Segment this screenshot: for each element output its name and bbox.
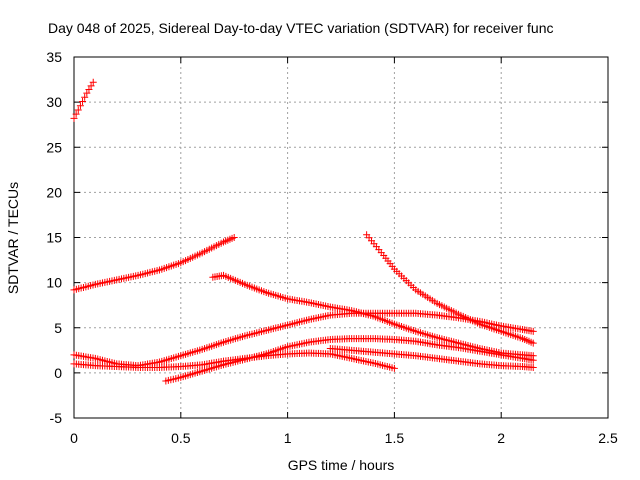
data-point [70, 114, 78, 122]
data-point [529, 327, 537, 335]
grid [74, 57, 608, 418]
y-tick-label: 10 [46, 275, 62, 291]
chart-title: Day 048 of 2025, Sidereal Day-to-day VTE… [48, 20, 554, 36]
x-tick-label: 1.5 [385, 430, 405, 446]
x-tick-labels: 0 0.5 1 1.5 2 2.5 [70, 430, 618, 446]
x-tick-label: 2.5 [598, 430, 618, 446]
data-point [76, 102, 84, 110]
data-point [79, 98, 87, 106]
series-group [70, 78, 537, 385]
series-arc-8 [326, 345, 537, 371]
data-point [85, 85, 93, 93]
data-point [529, 356, 537, 364]
x-axis-label: GPS time / hours [288, 457, 395, 473]
x-tick-label: 0.5 [171, 430, 191, 446]
series-arc-2 [70, 234, 238, 294]
x-tick-label: 2 [497, 430, 505, 446]
data-point [529, 363, 537, 371]
y-tick-labels: -5 0 5 10 15 20 25 30 35 [46, 49, 62, 426]
y-tick-label: 20 [46, 184, 62, 200]
series-arc-7 [162, 335, 537, 385]
series-arc-1 [70, 78, 97, 122]
data-point [83, 89, 91, 97]
data-point [89, 78, 97, 86]
y-tick-label: 5 [54, 320, 62, 336]
y-axis-label: SDTVAR / TECUs [5, 182, 21, 294]
data-point [74, 106, 82, 114]
data-point [81, 93, 89, 101]
y-tick-label: 25 [46, 139, 62, 155]
y-tick-label: 15 [46, 230, 62, 246]
x-tick-label: 1 [284, 430, 292, 446]
data-point [72, 110, 80, 118]
y-tick-label: 0 [54, 365, 62, 381]
y-tick-label: 30 [46, 94, 62, 110]
data-point [390, 364, 398, 372]
data-point [529, 339, 537, 347]
x-tick-label: 0 [70, 430, 78, 446]
data-point [87, 82, 95, 90]
y-tick-label: -5 [50, 410, 63, 426]
series-arc-5 [70, 309, 537, 370]
y-tick-label: 35 [46, 49, 62, 65]
axis-ticks [73, 56, 609, 419]
data-point [230, 234, 238, 241]
